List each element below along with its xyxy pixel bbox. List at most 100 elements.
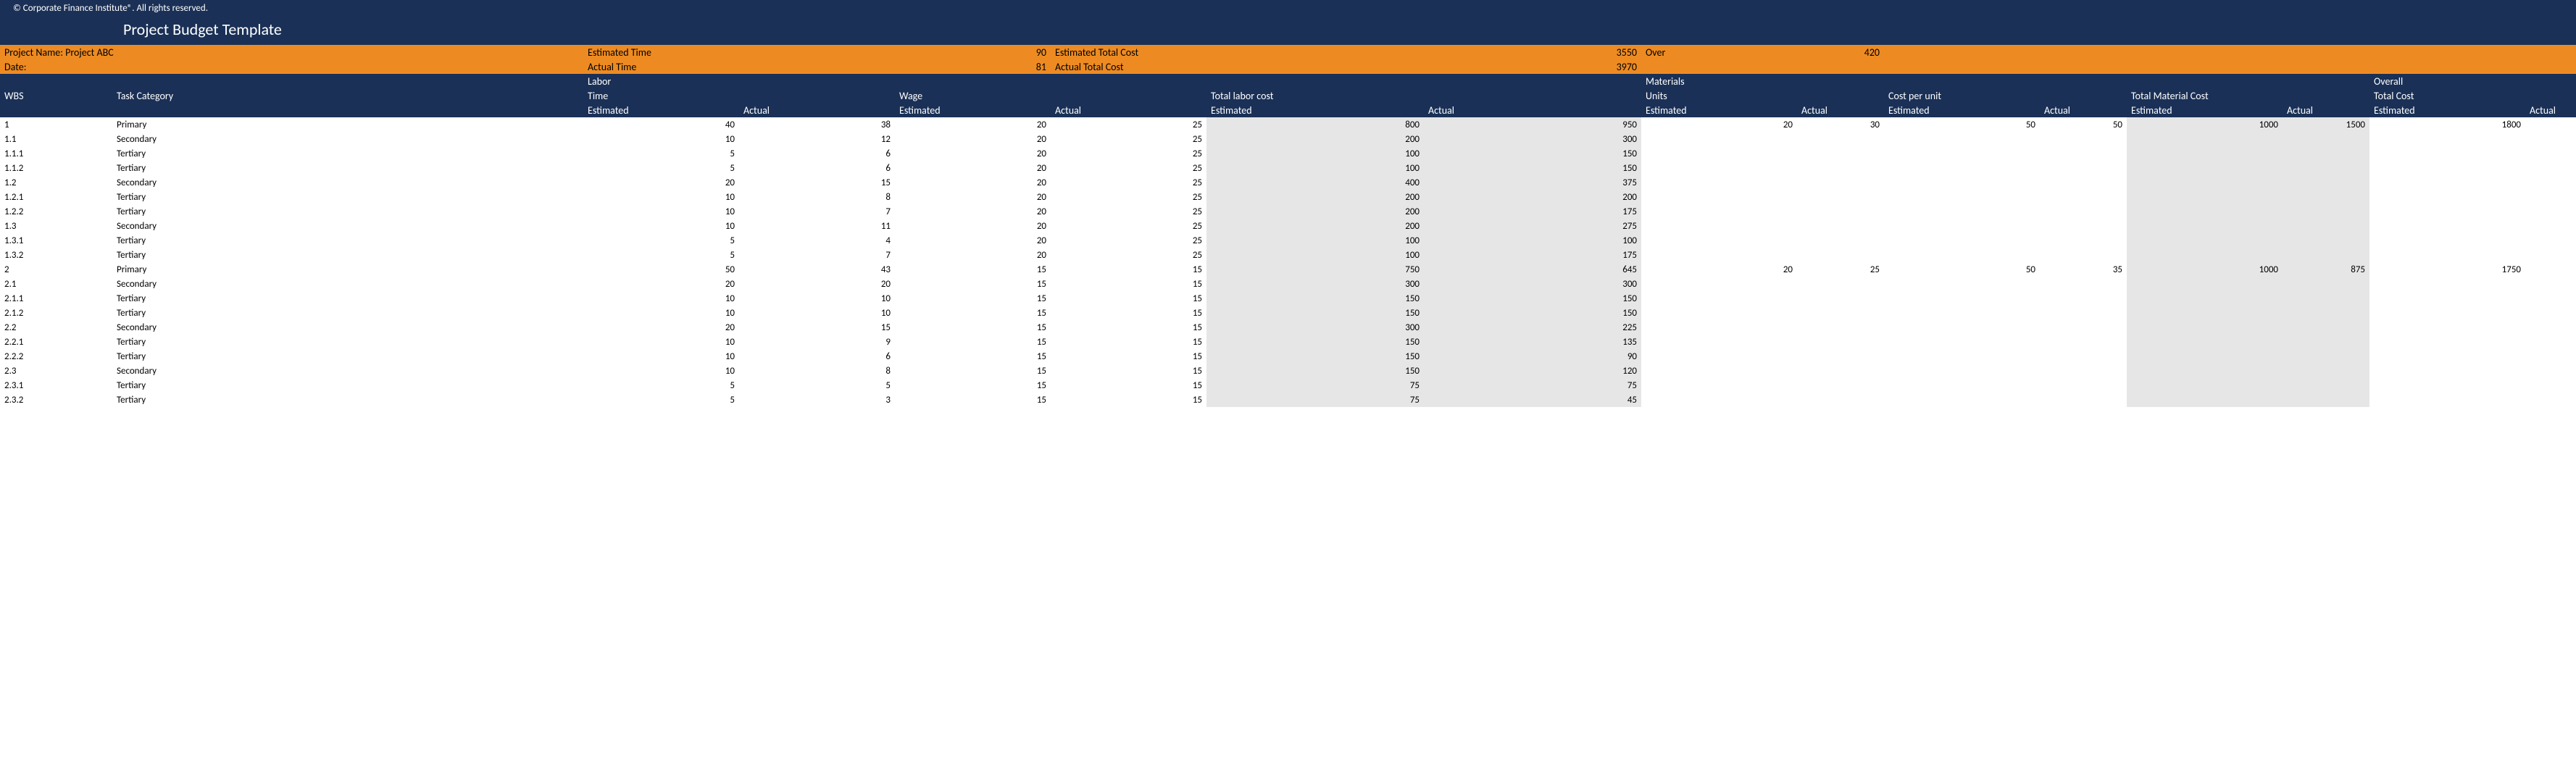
cell-overall-est[interactable] (2369, 364, 2525, 378)
cell-overall-est[interactable] (2369, 393, 2525, 407)
cell-wage-act[interactable]: 15 (1051, 320, 1206, 335)
cell-totlabor-act[interactable]: 150 (1424, 161, 1641, 175)
cell-wage-est[interactable]: 15 (895, 364, 1051, 378)
cell-units-est[interactable] (1641, 277, 1797, 291)
cell-wbs[interactable]: 1.1 (0, 132, 112, 146)
cell-cpu-est[interactable] (1884, 248, 2040, 262)
cell-wbs[interactable]: 1.1.2 (0, 161, 112, 175)
cell-time-act[interactable]: 3 (739, 393, 895, 407)
cell-totmat-est[interactable] (2127, 349, 2283, 364)
cell-totmat-act[interactable] (2283, 132, 2369, 146)
cell-time-act[interactable]: 15 (739, 175, 895, 190)
cell-overall-est[interactable] (2369, 320, 2525, 335)
cell-task[interactable]: Tertiary (112, 335, 583, 349)
cell-overall-act[interactable] (2525, 219, 2576, 233)
cell-wage-est[interactable]: 15 (895, 262, 1051, 277)
cell-wbs[interactable]: 2 (0, 262, 112, 277)
cell-overall-est[interactable] (2369, 335, 2525, 349)
cell-cpu-act[interactable] (2040, 335, 2127, 349)
cell-wage-act[interactable]: 25 (1051, 190, 1206, 204)
cell-cpu-act[interactable] (2040, 306, 2127, 320)
cell-totmat-act[interactable]: 1500 (2283, 117, 2369, 132)
cell-totmat-act[interactable] (2283, 248, 2369, 262)
cell-cpu-est[interactable] (1884, 393, 2040, 407)
cell-units-act[interactable] (1797, 204, 1884, 219)
cell-units-act[interactable] (1797, 378, 1884, 393)
cell-totmat-act[interactable] (2283, 277, 2369, 291)
cell-totmat-est[interactable] (2127, 146, 2283, 161)
cell-units-act[interactable] (1797, 161, 1884, 175)
cell-overall-est[interactable]: 1800 (2369, 117, 2525, 132)
cell-wage-est[interactable]: 20 (895, 146, 1051, 161)
cell-wage-est[interactable]: 15 (895, 393, 1051, 407)
cell-wbs[interactable]: 1.3.1 (0, 233, 112, 248)
cell-units-act[interactable] (1797, 320, 1884, 335)
cell-time-est[interactable]: 10 (583, 349, 739, 364)
cell-totmat-act[interactable] (2283, 378, 2369, 393)
cell-totlabor-act[interactable]: 375 (1424, 175, 1641, 190)
cell-units-act[interactable] (1797, 335, 1884, 349)
cell-totlabor-est[interactable]: 200 (1206, 190, 1424, 204)
cell-cpu-act[interactable] (2040, 204, 2127, 219)
cell-task[interactable]: Tertiary (112, 233, 583, 248)
cell-time-est[interactable]: 20 (583, 277, 739, 291)
cell-wage-est[interactable]: 20 (895, 190, 1051, 204)
cell-task[interactable]: Tertiary (112, 306, 583, 320)
cell-totlabor-est[interactable]: 100 (1206, 248, 1424, 262)
cell-units-est[interactable] (1641, 161, 1797, 175)
cell-totlabor-est[interactable]: 200 (1206, 132, 1424, 146)
cell-units-act[interactable] (1797, 146, 1884, 161)
cell-time-est[interactable]: 10 (583, 132, 739, 146)
cell-units-est[interactable] (1641, 146, 1797, 161)
cell-wage-est[interactable]: 15 (895, 378, 1051, 393)
cell-cpu-est[interactable] (1884, 277, 2040, 291)
cell-cpu-est[interactable] (1884, 291, 2040, 306)
cell-units-act[interactable] (1797, 175, 1884, 190)
cell-totmat-act[interactable] (2283, 175, 2369, 190)
cell-wage-est[interactable]: 15 (895, 320, 1051, 335)
cell-totlabor-act[interactable]: 200 (1424, 190, 1641, 204)
cell-time-act[interactable]: 12 (739, 132, 895, 146)
cell-units-act[interactable] (1797, 233, 1884, 248)
cell-units-act[interactable] (1797, 277, 1884, 291)
cell-overall-est[interactable] (2369, 204, 2525, 219)
cell-totmat-act[interactable]: 875 (2283, 262, 2369, 277)
cell-totlabor-act[interactable]: 225 (1424, 320, 1641, 335)
cell-wbs[interactable]: 2.3.1 (0, 378, 112, 393)
cell-overall-act[interactable] (2525, 349, 2576, 364)
cell-wage-act[interactable]: 25 (1051, 248, 1206, 262)
cell-wage-est[interactable]: 20 (895, 233, 1051, 248)
cell-overall-act[interactable] (2525, 248, 2576, 262)
cell-time-act[interactable]: 4 (739, 233, 895, 248)
cell-units-est[interactable] (1641, 306, 1797, 320)
cell-totlabor-est[interactable]: 750 (1206, 262, 1424, 277)
cell-time-act[interactable]: 20 (739, 277, 895, 291)
cell-cpu-est[interactable] (1884, 204, 2040, 219)
cell-time-act[interactable]: 9 (739, 335, 895, 349)
cell-wbs[interactable]: 2.3.2 (0, 393, 112, 407)
cell-cpu-act[interactable] (2040, 277, 2127, 291)
cell-time-act[interactable]: 6 (739, 146, 895, 161)
cell-time-act[interactable]: 5 (739, 378, 895, 393)
cell-units-est[interactable] (1641, 219, 1797, 233)
cell-cpu-est[interactable] (1884, 132, 2040, 146)
cell-totmat-act[interactable] (2283, 233, 2369, 248)
cell-totmat-est[interactable] (2127, 233, 2283, 248)
cell-totlabor-act[interactable]: 150 (1424, 291, 1641, 306)
cell-units-act[interactable] (1797, 219, 1884, 233)
cell-overall-est[interactable] (2369, 248, 2525, 262)
cell-overall-act[interactable]: 1520 (2525, 262, 2576, 277)
cell-cpu-est[interactable] (1884, 306, 2040, 320)
cell-overall-est[interactable] (2369, 306, 2525, 320)
cell-wage-est[interactable]: 20 (895, 204, 1051, 219)
cell-overall-est[interactable] (2369, 233, 2525, 248)
cell-wage-act[interactable]: 25 (1051, 204, 1206, 219)
cell-wage-act[interactable]: 25 (1051, 219, 1206, 233)
cell-overall-est[interactable] (2369, 349, 2525, 364)
cell-task[interactable]: Tertiary (112, 291, 583, 306)
cell-cpu-est[interactable]: 50 (1884, 262, 2040, 277)
cell-task[interactable]: Secondary (112, 277, 583, 291)
cell-totlabor-est[interactable]: 400 (1206, 175, 1424, 190)
cell-totlabor-act[interactable]: 950 (1424, 117, 1641, 132)
cell-wbs[interactable]: 2.1.2 (0, 306, 112, 320)
